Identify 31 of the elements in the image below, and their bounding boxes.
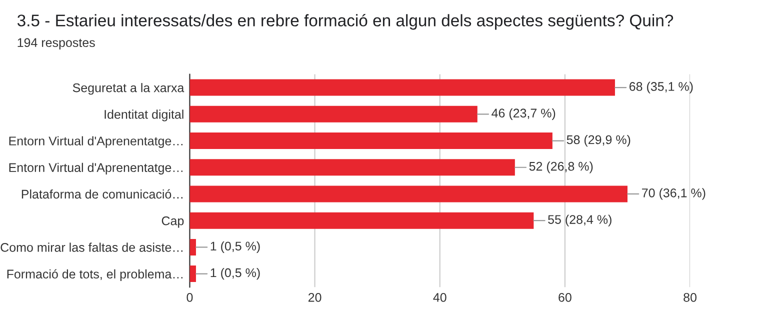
data-label: 46 (23,7 %) xyxy=(492,108,556,120)
bar xyxy=(190,266,196,282)
data-label: 1 (0,5 %) xyxy=(210,268,260,280)
y-tick-label: Identitat digital xyxy=(104,110,184,122)
data-label: 68 (35,1 %) xyxy=(630,82,693,94)
data-label: 52 (26,8 %) xyxy=(529,162,593,174)
bar xyxy=(190,159,515,176)
chart-title: 3.5 - Estarieu interessats/des en rebre formació en algun dels aspectes següents? Quin? xyxy=(17,14,674,30)
bar xyxy=(190,79,615,96)
data-label: 55 (28,4 %) xyxy=(548,214,612,226)
y-tick-label: Entorn Virtual d'Aprenentatge… xyxy=(9,162,182,174)
x-tick-label: 0 xyxy=(186,292,193,302)
data-label: 70 (36,1 %) xyxy=(642,188,706,200)
bar xyxy=(190,238,196,256)
x-tick-label: 60 xyxy=(558,292,572,302)
y-tick-label: Entorn Virtual d'Aprenentatge… xyxy=(9,136,182,148)
y-tick-label: Formació de tots, el problema… xyxy=(7,269,182,281)
data-label: 1 (0,5 %) xyxy=(210,241,260,254)
text: 194 respostes xyxy=(18,38,95,50)
y-tick-label: Como mirar las faltas de asiste… xyxy=(0,242,182,252)
y-tick-label: Plataforma de comunicació… xyxy=(22,189,182,199)
x-tick-label: 40 xyxy=(433,292,446,302)
data-label: 58 (29,9 %) xyxy=(566,134,630,147)
x-tick-label: 20 xyxy=(308,292,322,302)
bar xyxy=(190,106,478,122)
bar xyxy=(190,186,628,202)
bar xyxy=(190,132,552,150)
y-tick-label: Seguretat a la xarxa xyxy=(72,83,184,95)
x-tick-label: 80 xyxy=(684,292,696,302)
y-tick-label: Cap xyxy=(162,216,184,228)
bar xyxy=(190,212,534,229)
